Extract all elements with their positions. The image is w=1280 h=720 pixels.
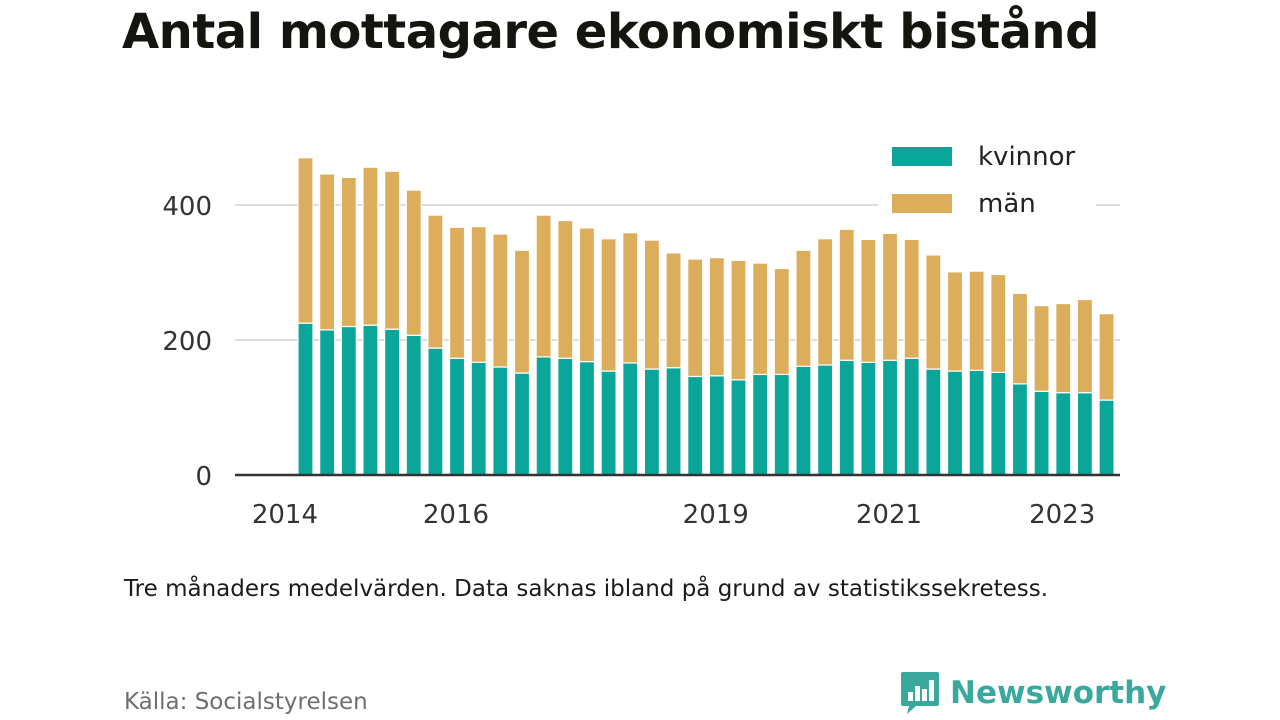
bar-kvinnor <box>773 373 790 476</box>
bar-kvinnor <box>535 356 552 476</box>
bar-kvinnor <box>340 325 357 476</box>
bar-kvinnor <box>448 357 466 476</box>
bar-man <box>448 226 466 359</box>
bar-kvinnor <box>513 372 531 476</box>
bar-man <box>881 232 899 361</box>
bar-man <box>384 170 401 330</box>
chart-note: Tre månaders medelvärden. Data saknas ib… <box>124 576 1049 602</box>
bar-man <box>752 262 769 376</box>
bar-kvinnor <box>816 364 834 476</box>
bar-man <box>405 189 422 336</box>
bar-man <box>708 257 725 377</box>
bar-man <box>622 232 639 364</box>
bar-kvinnor <box>838 359 855 476</box>
bar-man <box>1098 313 1115 401</box>
x-tick-label: 2014 <box>252 500 318 530</box>
bar-kvinnor <box>492 366 509 476</box>
bar-man <box>773 267 790 376</box>
bar-kvinnor <box>470 361 487 476</box>
bar-man <box>903 238 920 359</box>
bar-kvinnor <box>578 361 596 476</box>
bar-man <box>795 249 812 367</box>
bar-man <box>427 214 444 349</box>
bar-kvinnor <box>990 371 1007 476</box>
bar-kvinnor <box>665 367 682 476</box>
bar-kvinnor <box>1076 392 1094 476</box>
bar-kvinnor <box>903 357 920 476</box>
bar-man <box>838 228 855 361</box>
bar-man <box>319 173 336 331</box>
bar-man <box>1011 292 1029 385</box>
chart-title: Antal mottagare ekonomiskt bistånd <box>122 4 1099 60</box>
bar-kvinnor <box>687 375 704 476</box>
brand-name: Newsworthy <box>950 675 1167 711</box>
bar-kvinnor <box>708 375 725 476</box>
bar-man <box>297 157 314 324</box>
x-tick-label: 2021 <box>856 500 922 530</box>
bar-man <box>925 254 942 370</box>
bar-kvinnor <box>946 370 964 476</box>
legend: kvinnor män <box>878 134 1096 220</box>
bar-kvinnor <box>384 328 401 476</box>
bar-man <box>557 219 574 359</box>
bar-kvinnor <box>1098 399 1115 476</box>
legend-label: män <box>978 189 1036 219</box>
bar-kvinnor <box>1033 390 1050 476</box>
legend-swatch <box>892 147 952 166</box>
stacked-bar-chart: 0 200 400 2014 2016 2019 2021 2023 kvinnor män <box>162 134 1120 530</box>
bar-kvinnor <box>925 368 942 476</box>
bar-man <box>470 226 487 363</box>
bars <box>297 157 1115 476</box>
bar-kvinnor <box>968 369 985 476</box>
legend-label: kvinnor <box>978 142 1076 172</box>
bar-kvinnor <box>297 322 314 476</box>
x-tick-label: 2016 <box>423 500 489 530</box>
bar-man <box>492 233 509 368</box>
bar-man <box>513 249 531 374</box>
bar-man <box>1076 298 1094 394</box>
bar-kvinnor <box>730 379 747 476</box>
bar-man <box>535 214 552 358</box>
newsworthy-brand[interactable]: Newsworthy <box>900 670 1166 716</box>
bar-man <box>1033 304 1050 392</box>
bar-man <box>578 227 596 363</box>
bar-man <box>730 259 747 381</box>
y-tick-label: 0 <box>195 462 212 492</box>
bar-man <box>990 273 1007 373</box>
bar-man <box>816 238 834 366</box>
y-tick-label: 400 <box>162 192 212 222</box>
bar-kvinnor <box>600 370 617 476</box>
bar-kvinnor <box>1011 383 1029 476</box>
bar-kvinnor <box>795 365 812 476</box>
legend-swatch <box>892 194 952 213</box>
bar-man <box>968 270 985 371</box>
bar-kvinnor <box>1055 392 1072 476</box>
bar-kvinnor <box>622 362 639 476</box>
bar-man <box>340 176 357 328</box>
bar-kvinnor <box>860 361 877 476</box>
y-tick-label: 200 <box>162 327 212 357</box>
bar-man <box>600 238 617 372</box>
bar-kvinnor <box>362 324 379 476</box>
bar-man <box>1055 302 1072 394</box>
bar-kvinnor <box>557 357 574 476</box>
bar-kvinnor <box>752 373 769 476</box>
bar-man <box>946 271 964 372</box>
x-tick-label: 2023 <box>1029 500 1095 530</box>
bar-kvinnor <box>427 347 444 476</box>
bar-man <box>362 166 379 326</box>
bar-kvinnor <box>319 329 336 476</box>
axes: 0 200 400 2014 2016 2019 2021 2023 <box>162 192 1120 530</box>
bar-man <box>687 258 704 378</box>
bar-kvinnor <box>643 368 661 476</box>
x-tick-label: 2019 <box>683 500 749 530</box>
bar-man <box>860 238 877 363</box>
bar-man <box>665 252 682 369</box>
newsworthy-logo-icon <box>901 672 939 714</box>
bar-man <box>643 239 661 370</box>
bar-kvinnor <box>405 334 422 476</box>
source-credit: Källa: Socialstyrelsen <box>124 689 368 715</box>
bar-kvinnor <box>881 359 899 476</box>
